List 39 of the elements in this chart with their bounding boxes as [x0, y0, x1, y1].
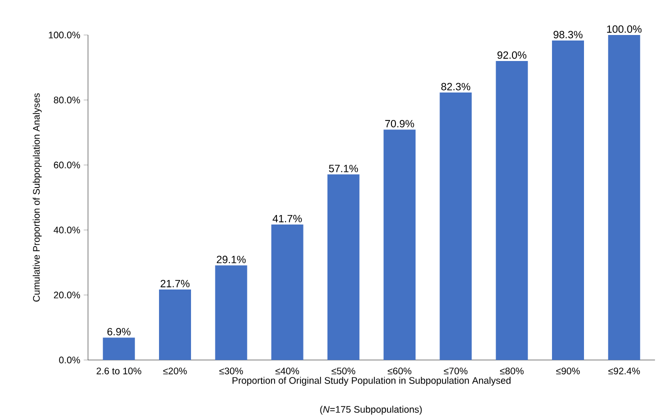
y-tick-label: 20.0%	[54, 292, 80, 298]
y-tick-label: 80.0%	[54, 96, 80, 104]
bar	[552, 40, 584, 360]
x-tick-label: ≤90%	[556, 368, 580, 374]
bar	[440, 92, 472, 360]
data-label: 41.7%	[272, 214, 302, 222]
y-axis-title: Cumulative Proportion of Subpopulation Analyses	[32, 93, 42, 302]
y-tick-label: 40.0%	[54, 226, 80, 234]
data-label: 98.3%	[554, 30, 583, 38]
x-tick-label: 2.6 to 10%	[96, 368, 142, 374]
data-label: 92.0%	[497, 51, 526, 59]
x-tick-label: ≤92.4%	[608, 368, 640, 374]
data-label: 57.1%	[328, 164, 358, 172]
bar	[271, 224, 304, 360]
x-tick-label: ≤50%	[332, 368, 356, 374]
x-tick-label: ≤70%	[444, 368, 468, 374]
y-tick-label: 0.0%	[59, 356, 80, 364]
y-tick-label: 100.0%	[48, 32, 80, 38]
bar	[159, 289, 192, 360]
data-label: 70.9%	[385, 120, 414, 128]
x-tick-label: ≤20%	[163, 368, 187, 374]
bar	[102, 338, 135, 360]
data-label: 29.1%	[216, 256, 246, 264]
data-label: 82.3%	[441, 82, 470, 90]
x-tick-label: ≤40%	[275, 368, 300, 374]
x-tick-label: ≤80%	[500, 368, 524, 374]
bar	[215, 265, 248, 360]
bar	[496, 60, 528, 360]
x-tick-label: ≤30%	[219, 368, 243, 374]
y-tick-label: 60.0%	[54, 162, 80, 168]
x-axis-title: Proportion of Original Study Population in Subpopulation Analysed	[232, 376, 511, 386]
bar	[384, 130, 416, 360]
x-tick-label: ≤60%	[388, 368, 412, 374]
text: (N=175 Subpopulations)	[320, 406, 422, 415]
bar	[608, 34, 640, 360]
data-label: 21.7%	[160, 280, 190, 288]
bar	[327, 174, 360, 360]
data-label: 6.9%	[107, 328, 130, 336]
data-label: 100.0%	[607, 25, 642, 33]
